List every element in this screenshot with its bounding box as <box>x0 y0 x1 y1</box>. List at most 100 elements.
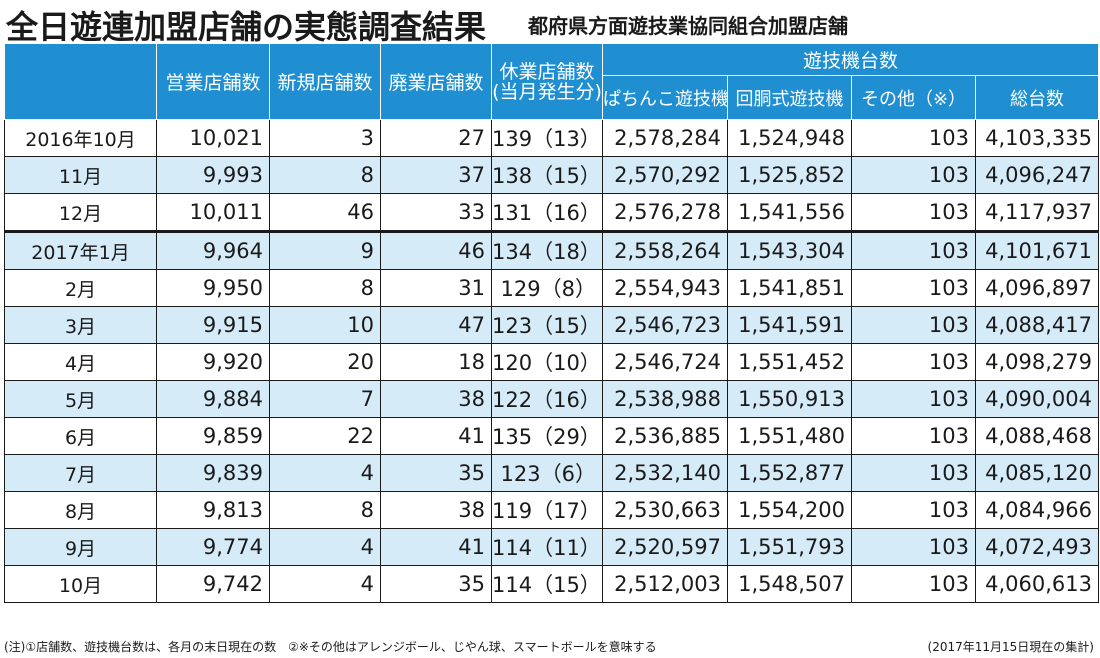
cell-slot: 1,541,591 <box>727 306 852 344</box>
header-suspended-stores: 休業店舗数 (当月発生分) <box>491 43 603 120</box>
cell-other: 103 <box>851 491 976 529</box>
cell-slot: 1,541,556 <box>727 193 852 232</box>
header-machine-group: 遊技機台数 <box>601 43 1100 76</box>
cell-closed: 18 <box>380 343 492 381</box>
table-body: 2016年10月 10,021 3 27 139（13） 2,578,284 1,524,9… <box>4 119 1100 603</box>
cell-pachinko: 2,520,597 <box>602 528 728 566</box>
cell-suspended: 134（18） <box>491 230 603 270</box>
header-other: その他（※） <box>851 75 976 120</box>
cell-open: 9,950 <box>156 269 270 307</box>
cell-closed: 41 <box>380 417 492 455</box>
cell-total: 4,084,966 <box>974 491 1100 529</box>
cell-new: 4 <box>269 454 381 492</box>
cell-pachinko: 2,554,943 <box>602 269 728 307</box>
cell-closed: 41 <box>380 528 492 566</box>
cell-other: 103 <box>851 156 976 194</box>
cell-month: 10月 <box>4 565 157 603</box>
survey-table: 営業店舗数 新規店舗数 廃業店舗数 休業店舗数 (当月発生分) 遊技機台数 ぱち… <box>4 43 1100 603</box>
table-row: 5月 9,884 7 38 122（16） 2,538,988 1,550,913 103 4,… <box>4 380 1100 418</box>
cell-month: 11月 <box>4 156 157 194</box>
cell-total: 4,117,937 <box>974 193 1100 232</box>
table-row: 4月 9,920 20 18 120（10） 2,546,724 1,551,452 103 4… <box>4 343 1100 381</box>
as-of-note: (2017年11月15日現在の集計) <box>927 640 1094 654</box>
header-suspended-sub: (当月発生分) <box>492 80 602 103</box>
cell-pachinko: 2,538,988 <box>602 380 728 418</box>
cell-open: 9,742 <box>156 565 270 603</box>
cell-slot: 1,541,851 <box>727 269 852 307</box>
page-title: 全日遊連加盟店舗の実態調査結果 <box>6 8 487 46</box>
cell-total: 4,096,897 <box>974 269 1100 307</box>
cell-other: 103 <box>851 306 976 344</box>
cell-slot: 1,551,793 <box>727 528 852 566</box>
cell-suspended: 123（15） <box>491 306 603 344</box>
table-row: 8月 9,813 8 38 119（17） 2,530,663 1,554,200 103 4,… <box>4 491 1100 529</box>
table-row: 2月 9,950 8 31 129（8） 2,554,943 1,541,851 103 4,0… <box>4 269 1100 307</box>
cell-total: 4,098,279 <box>974 343 1100 381</box>
cell-total: 4,103,335 <box>974 119 1100 157</box>
table-row: 2017年1月 9,964 9 46 134（18） 2,558,264 1,543,304… <box>4 230 1100 270</box>
cell-other: 103 <box>851 454 976 492</box>
cell-other: 103 <box>851 565 976 603</box>
table-row: 2016年10月 10,021 3 27 139（13） 2,578,284 1,524,9… <box>4 119 1100 157</box>
page-subtitle: 都府県方面遊技業協同組合加盟店舗 <box>528 14 848 38</box>
cell-month: 3月 <box>4 306 157 344</box>
cell-other: 103 <box>851 528 976 566</box>
cell-pachinko: 2,558,264 <box>602 230 728 270</box>
cell-closed: 38 <box>380 380 492 418</box>
cell-slot: 1,524,948 <box>727 119 852 157</box>
cell-month: 5月 <box>4 380 157 418</box>
cell-slot: 1,552,877 <box>727 454 852 492</box>
cell-suspended: 114（11） <box>491 528 603 566</box>
cell-suspended: 119（17） <box>491 491 603 529</box>
cell-month: 6月 <box>4 417 157 455</box>
cell-suspended: 139（13） <box>491 119 603 157</box>
cell-month: 2017年1月 <box>4 230 157 270</box>
cell-closed: 27 <box>380 119 492 157</box>
table-row: 6月 9,859 22 41 135（29） 2,536,885 1,551,480 103 4… <box>4 417 1100 455</box>
cell-slot: 1,554,200 <box>727 491 852 529</box>
cell-month: 2016年10月 <box>4 119 157 157</box>
cell-slot: 1,548,507 <box>727 565 852 603</box>
cell-month: 9月 <box>4 528 157 566</box>
cell-pachinko: 2,578,284 <box>602 119 728 157</box>
table-row: 12月 10,011 46 33 131（16） 2,576,278 1,541,556 10… <box>4 193 1100 232</box>
cell-new: 4 <box>269 565 381 603</box>
cell-new: 22 <box>269 417 381 455</box>
table-row: 3月 9,915 10 47 123（15） 2,546,723 1,541,591 103 4… <box>4 306 1100 344</box>
table-row: 10月 9,742 4 35 114（15） 2,512,003 1,548,507 103 4… <box>4 565 1100 603</box>
cell-pachinko: 2,536,885 <box>602 417 728 455</box>
cell-month: 7月 <box>4 454 157 492</box>
cell-new: 46 <box>269 193 381 232</box>
cell-suspended: 123（6） <box>491 454 603 492</box>
cell-closed: 33 <box>380 193 492 232</box>
cell-total: 4,088,417 <box>974 306 1100 344</box>
cell-closed: 38 <box>380 491 492 529</box>
header-open-stores: 営業店舗数 <box>156 43 270 120</box>
cell-pachinko: 2,532,140 <box>602 454 728 492</box>
cell-new: 7 <box>269 380 381 418</box>
cell-closed: 47 <box>380 306 492 344</box>
header-closed-stores: 廃業店舗数 <box>380 43 492 120</box>
cell-other: 103 <box>851 417 976 455</box>
header-slot: 回胴式遊技機 <box>727 75 852 120</box>
cell-open: 10,021 <box>156 119 270 157</box>
cell-open: 10,011 <box>156 193 270 232</box>
cell-closed: 46 <box>380 230 492 270</box>
cell-pachinko: 2,576,278 <box>602 193 728 232</box>
cell-suspended: 122（16） <box>491 380 603 418</box>
cell-closed: 31 <box>380 269 492 307</box>
cell-month: 2月 <box>4 269 157 307</box>
cell-suspended: 120（10） <box>491 343 603 381</box>
cell-other: 103 <box>851 230 976 270</box>
cell-open: 9,964 <box>156 230 270 270</box>
table-row: 11月 9,993 8 37 138（15） 2,570,292 1,525,852 103 4… <box>4 156 1100 194</box>
header-suspended-label: 休業店舗数 <box>499 60 595 83</box>
cell-new: 3 <box>269 119 381 157</box>
cell-pachinko: 2,530,663 <box>602 491 728 529</box>
cell-other: 103 <box>851 380 976 418</box>
cell-suspended: 135（29） <box>491 417 603 455</box>
table-row: 9月 9,774 4 41 114（11） 2,520,597 1,551,793 103 4,… <box>4 528 1100 566</box>
cell-pachinko: 2,546,724 <box>602 343 728 381</box>
header-new-stores: 新規店舗数 <box>269 43 381 120</box>
cell-total: 4,096,247 <box>974 156 1100 194</box>
